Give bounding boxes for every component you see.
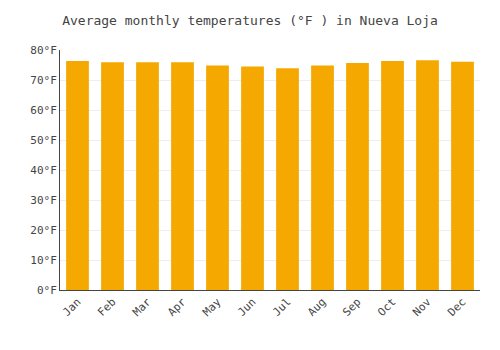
svg-text:Nov: Nov [410, 295, 434, 319]
svg-text:80°F: 80°F [30, 44, 57, 57]
svg-text:10°F: 10°F [30, 254, 57, 267]
svg-text:May: May [200, 295, 224, 319]
svg-text:Mar: Mar [130, 295, 154, 319]
svg-text:Apr: Apr [165, 295, 189, 319]
svg-text:Jul: Jul [270, 296, 293, 319]
svg-text:50°F: 50°F [30, 134, 57, 147]
svg-text:20°F: 20°F [30, 224, 57, 237]
svg-text:30°F: 30°F [30, 194, 57, 207]
svg-text:Jan: Jan [60, 296, 83, 319]
svg-text:Oct: Oct [375, 296, 398, 319]
svg-text:Dec: Dec [445, 296, 468, 319]
svg-text:Jun: Jun [235, 296, 258, 319]
svg-text:40°F: 40°F [30, 164, 57, 177]
svg-text:60°F: 60°F [30, 104, 57, 117]
svg-text:Aug: Aug [305, 296, 328, 319]
svg-text:Sep: Sep [340, 296, 363, 319]
svg-text:Average monthly temperatures (: Average monthly temperatures (°F ) in Nu… [62, 13, 438, 28]
svg-text:70°F: 70°F [30, 74, 57, 87]
svg-text:0°F: 0°F [37, 284, 57, 297]
svg-text:Feb: Feb [95, 296, 118, 319]
